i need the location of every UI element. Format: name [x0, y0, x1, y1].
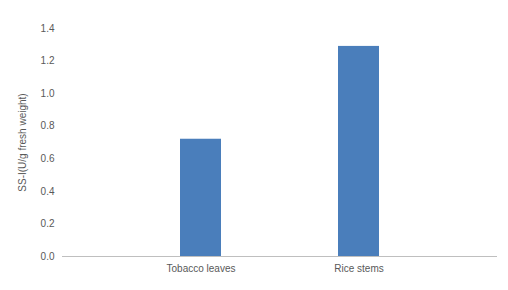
svg-text:1.0: 1.0 — [41, 88, 55, 99]
svg-text:0.4: 0.4 — [41, 186, 55, 197]
svg-text:Tobacco leaves: Tobacco leaves — [167, 263, 236, 274]
svg-text:0.6: 0.6 — [41, 153, 55, 164]
svg-text:0.2: 0.2 — [41, 218, 55, 229]
svg-text:0.8: 0.8 — [41, 120, 55, 131]
svg-text:1.4: 1.4 — [41, 23, 55, 34]
svg-text:Rice stems: Rice stems — [334, 263, 383, 274]
svg-text:SS-I(U/g fresh weight): SS-I(U/g fresh weight) — [17, 93, 28, 191]
svg-text:0.0: 0.0 — [41, 251, 55, 262]
svg-text:1.2: 1.2 — [41, 55, 55, 66]
